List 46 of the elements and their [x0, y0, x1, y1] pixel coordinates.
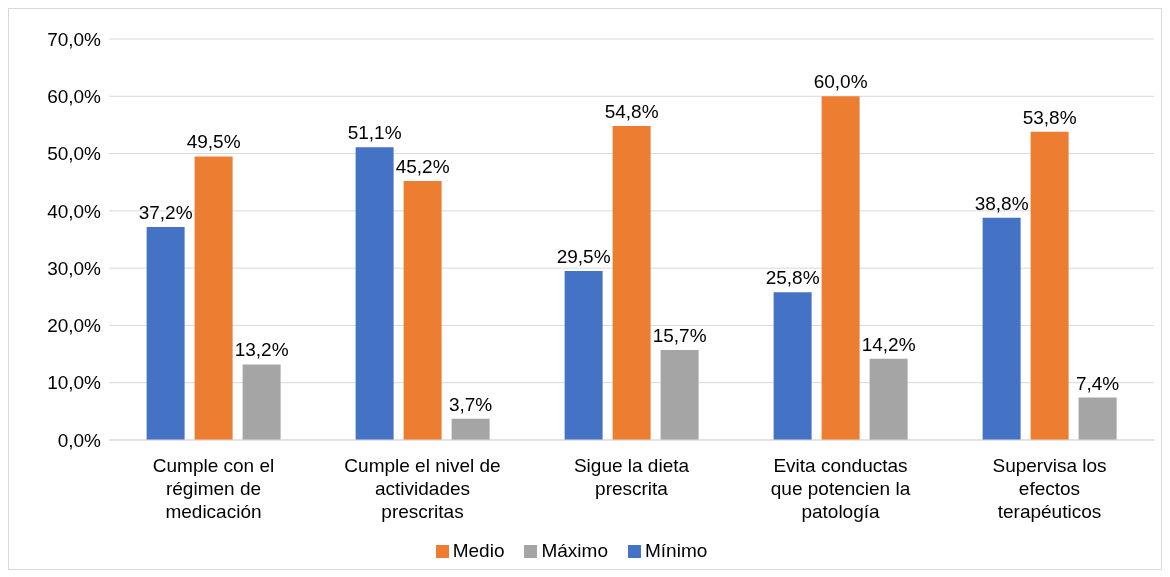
data-label: 15,7%	[652, 325, 707, 347]
data-label: 29,5%	[556, 246, 611, 268]
bar	[1030, 131, 1069, 440]
x-tick-label: Cumple con el régimen de medicación	[152, 455, 275, 522]
legend-label: Máximo	[541, 540, 608, 561]
bar	[1078, 397, 1117, 440]
x-tick-label: Cumple el nivel de actividades prescritas	[344, 455, 501, 522]
y-tick-label: 0,0%	[57, 429, 102, 451]
bar	[612, 126, 651, 440]
y-tick-label: 60,0%	[47, 86, 102, 108]
data-label: 7,4%	[1075, 372, 1120, 394]
data-label: 14,2%	[861, 333, 916, 355]
y-tick-label: 10,0%	[47, 372, 102, 394]
bar	[242, 364, 281, 440]
legend-label: Mínimo	[644, 540, 708, 561]
data-label: 53,8%	[1022, 106, 1077, 128]
bar	[773, 292, 812, 440]
data-label: 38,8%	[974, 192, 1029, 214]
bar	[869, 358, 908, 440]
y-tick-label: 70,0%	[47, 28, 102, 50]
bar	[403, 181, 442, 440]
y-tick-label: 20,0%	[47, 315, 102, 337]
x-tick-label: Sigue la dieta prescrita	[573, 455, 690, 499]
data-label: 13,2%	[234, 339, 289, 361]
y-tick-label: 30,0%	[47, 257, 102, 279]
data-label: 49,5%	[186, 131, 241, 153]
data-label: 3,7%	[448, 393, 493, 415]
data-label: 25,8%	[765, 267, 820, 289]
data-label: 51,1%	[347, 122, 402, 144]
bar	[564, 271, 603, 440]
legend-label: Medio	[452, 540, 505, 561]
x-tick-label: Supervisa los efectos terapéuticos	[992, 455, 1107, 522]
data-label: 45,2%	[395, 156, 450, 178]
bar	[660, 350, 699, 440]
bar	[355, 147, 394, 440]
data-label: 37,2%	[138, 201, 193, 223]
bar	[146, 226, 185, 440]
bar	[982, 217, 1021, 440]
y-tick-label: 50,0%	[47, 143, 102, 165]
bar	[194, 156, 233, 440]
bar	[451, 418, 490, 440]
x-tick-label: Evita conductas que potencien la patología	[770, 455, 911, 522]
y-tick-label: 40,0%	[47, 200, 102, 222]
data-label: 60,0%	[813, 71, 868, 93]
bar	[821, 96, 860, 440]
data-label: 54,8%	[604, 101, 659, 123]
